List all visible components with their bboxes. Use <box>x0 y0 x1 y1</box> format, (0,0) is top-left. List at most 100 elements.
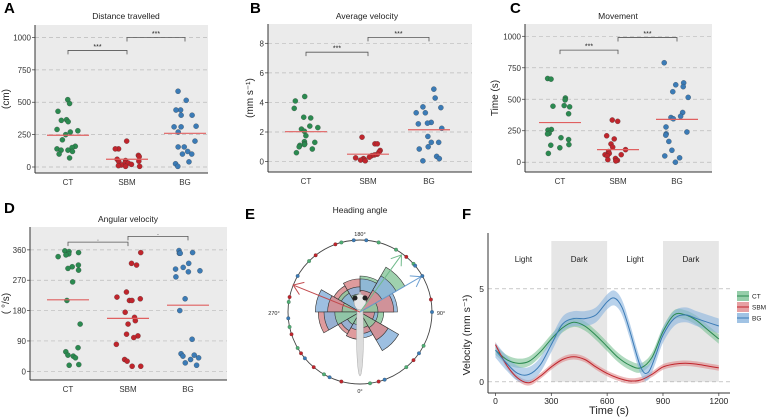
x-tick-label: SBM <box>359 177 377 186</box>
data-point-bg <box>193 123 199 129</box>
x-tick-label: SBM <box>118 178 136 187</box>
data-point-bg <box>432 95 438 101</box>
data-point-ct <box>55 253 61 260</box>
chart-title: Heading angle <box>333 205 388 215</box>
data-point-sbm <box>603 133 610 139</box>
significance-label: . <box>157 230 159 237</box>
fish-eye-icon <box>362 295 368 301</box>
data-point-sbm <box>609 117 615 123</box>
data-point-ct <box>62 131 69 138</box>
heading-point-bg <box>420 274 425 278</box>
data-point-bg <box>187 356 194 363</box>
y-axis-label: Velocity (mm s⁻¹) <box>461 295 473 376</box>
mean-vector-sbm <box>293 284 361 313</box>
significance-bracket <box>559 49 619 55</box>
heading-point-bg <box>302 356 307 361</box>
y-tick-label: 90 <box>17 337 26 346</box>
x-tick-label: SBM <box>119 385 137 394</box>
significance-label: *** <box>93 44 101 51</box>
data-point-ct <box>307 123 313 129</box>
heading-point-ct <box>394 247 398 252</box>
y-axis-label: Time (s) <box>490 80 501 116</box>
data-point-ct <box>303 132 309 139</box>
y-tick-label: 6 <box>260 69 265 78</box>
data-point-ct <box>75 344 81 351</box>
data-point-ct <box>72 355 79 361</box>
data-point-bg <box>175 88 181 94</box>
data-point-ct <box>293 149 300 156</box>
y-axis-label: (cm) <box>1 89 12 109</box>
y-tick-label: 750 <box>18 66 32 75</box>
data-point-bg <box>436 155 443 162</box>
data-point-bg <box>179 151 186 157</box>
data-point-sbm <box>123 138 130 144</box>
data-point-bg <box>192 138 198 144</box>
data-point-sbm <box>605 156 611 163</box>
y-tick-label: 180 <box>13 307 27 316</box>
data-point-bg <box>185 269 192 275</box>
data-point-bg <box>425 144 431 150</box>
data-point-sbm <box>136 163 143 170</box>
panel-label: F <box>462 206 471 223</box>
data-point-ct <box>291 105 297 112</box>
data-point-ct <box>561 102 567 109</box>
data-point-bg <box>175 144 181 150</box>
data-point-sbm <box>128 161 135 168</box>
significance-bracket <box>127 235 189 241</box>
data-point-bg <box>661 60 667 66</box>
y-tick-label: 0 <box>260 158 265 167</box>
arrowhead-icon <box>390 254 402 267</box>
panel-label: E <box>245 206 255 223</box>
data-point-ct <box>66 100 73 107</box>
data-point-ct <box>63 252 69 258</box>
heading-point-ct <box>376 240 381 245</box>
data-point-sbm <box>613 158 619 164</box>
data-point-ct <box>550 103 556 109</box>
data-point-ct <box>69 148 76 155</box>
panel-label: D <box>4 200 15 217</box>
heading-point-ct <box>322 372 326 377</box>
data-point-sbm <box>614 118 621 125</box>
heading-point-ct <box>286 300 291 304</box>
data-point-ct <box>54 126 60 133</box>
data-point-ct <box>544 131 551 137</box>
data-point-ct <box>64 297 70 304</box>
heading-point-bg <box>351 238 356 243</box>
heading-point-bg <box>382 377 387 382</box>
data-point-sbm <box>366 154 373 160</box>
angle-label: 90° <box>437 311 445 317</box>
data-point-bg <box>666 138 672 145</box>
heading-point-bg <box>286 316 291 321</box>
y-axis-label: (mm s⁻¹) <box>245 78 256 118</box>
data-point-ct <box>296 144 302 150</box>
mean-vector-ct <box>359 254 402 313</box>
data-point-bg <box>189 249 196 256</box>
data-point-ct <box>77 321 83 327</box>
data-point-ct <box>59 137 66 143</box>
plot-background <box>268 24 472 172</box>
data-point-sbm <box>123 331 130 337</box>
data-point-ct <box>56 151 62 157</box>
data-point-sbm <box>357 157 364 163</box>
data-point-bg <box>431 86 437 92</box>
chart-title: Movement <box>598 11 638 21</box>
x-tick-label: 1200 <box>709 396 728 406</box>
data-point-sbm <box>136 153 142 160</box>
data-point-bg <box>178 112 184 118</box>
x-tick-label: BG <box>179 178 191 187</box>
data-point-sbm <box>123 289 130 295</box>
data-point-bg <box>177 307 183 314</box>
data-point-bg <box>420 158 426 164</box>
data-point-bg <box>425 133 431 140</box>
y-tick-label: 8 <box>260 39 265 48</box>
data-point-sbm <box>124 358 130 364</box>
data-point-bg <box>185 260 192 267</box>
data-point-bg <box>663 132 669 138</box>
x-tick-label: BG <box>423 177 435 186</box>
data-point-bg <box>680 83 686 90</box>
data-point-ct <box>309 146 316 152</box>
panel-C: C 0 250 500 750 1000 CT SBM BG Movement Time (s) **… <box>490 0 712 186</box>
data-point-sbm <box>352 155 359 161</box>
data-point-ct <box>65 118 71 125</box>
x-tick-label: CT <box>301 177 312 186</box>
